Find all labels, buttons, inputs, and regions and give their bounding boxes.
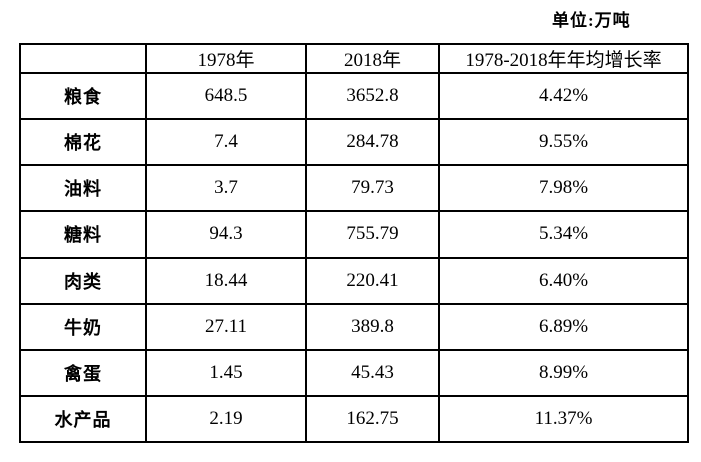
growth-rate-value: 11.37% [438,394,689,444]
value-1978: 2.19 [145,394,307,444]
header-2018-cell: 2018年 [305,43,440,74]
row-label: 牛奶 [19,302,147,351]
row-label: 水产品 [19,394,147,444]
row-label: 棉花 [19,118,147,167]
value-2018: 389.8 [305,302,440,351]
value-2018: 45.43 [305,348,440,397]
header-row: 1978年 2018年 1978-2018年年均增长率 [19,43,689,74]
value-1978: 648.5 [145,71,307,121]
table-row-sugar: 糖料 94.3 755.79 5.34% [19,210,689,259]
value-1978: 94.3 [145,210,307,259]
table-row-eggs: 禽蛋 1.45 45.43 8.99% [19,348,689,397]
row-label: 糖料 [19,210,147,259]
table-row-cotton: 棉花 7.4 284.78 9.55% [19,118,689,167]
value-1978: 1.45 [145,348,307,397]
growth-rate-value: 4.42% [438,71,689,121]
value-1978: 7.4 [145,118,307,167]
growth-rate-value: 7.98% [438,164,689,213]
value-2018: 3652.8 [305,71,440,121]
unit-label: 单位:万吨 [552,11,631,30]
value-1978: 3.7 [145,164,307,213]
value-2018: 284.78 [305,118,440,167]
header-growth-rate-cell: 1978-2018年年均增长率 [438,43,689,74]
table-body: 粮食 648.5 3652.8 4.42% 棉花 7.4 284.78 9.55… [19,71,689,444]
table-row-aquatic: 水产品 2.19 162.75 11.37% [19,394,689,444]
value-2018: 79.73 [305,164,440,213]
value-1978: 27.11 [145,302,307,351]
row-label: 粮食 [19,71,147,121]
value-1978: 18.44 [145,256,307,305]
growth-rate-value: 8.99% [438,348,689,397]
growth-rate-value: 6.40% [438,256,689,305]
row-label: 肉类 [19,256,147,305]
value-2018: 162.75 [305,394,440,444]
value-2018: 755.79 [305,210,440,259]
table-row-milk: 牛奶 27.11 389.8 6.89% [19,302,689,351]
header-blank-cell [19,43,147,74]
table-row-grain: 粮食 648.5 3652.8 4.42% [19,71,689,121]
value-2018: 220.41 [305,256,440,305]
table-row-oil: 油料 3.7 79.73 7.98% [19,164,689,213]
row-label: 禽蛋 [19,348,147,397]
row-label: 油料 [19,164,147,213]
growth-rate-value: 9.55% [438,118,689,167]
table-row-meat: 肉类 18.44 220.41 6.40% [19,256,689,305]
header-1978-cell: 1978年 [145,43,307,74]
growth-rate-value: 6.89% [438,302,689,351]
statistics-table: 1978年 2018年 1978-2018年年均增长率 粮食 648.5 365… [19,43,689,444]
growth-rate-value: 5.34% [438,210,689,259]
